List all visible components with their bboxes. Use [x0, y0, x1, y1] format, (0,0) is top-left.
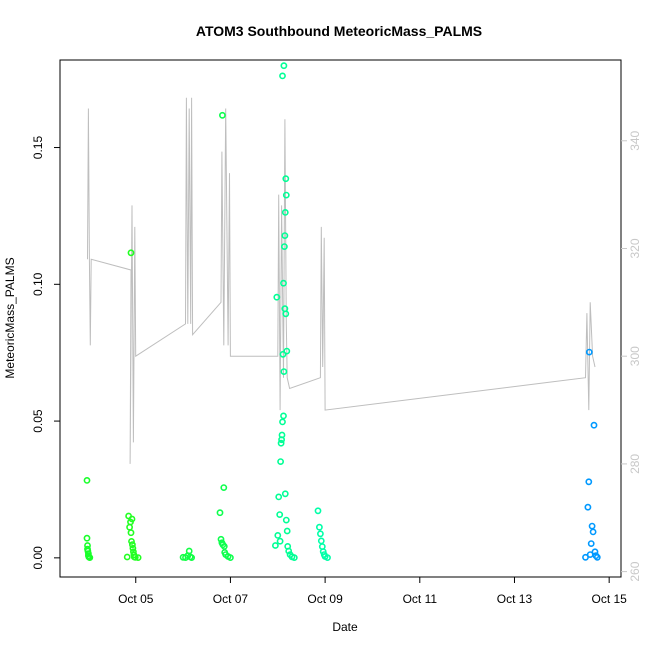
data-point — [582, 553, 589, 561]
y-tick-label: 0.10 — [31, 272, 45, 296]
x-tick-label: Oct 13 — [497, 592, 533, 606]
x-axis-label: Date — [332, 620, 358, 634]
data-point — [590, 421, 598, 429]
data-point — [281, 490, 289, 498]
data-point — [83, 534, 91, 542]
data-point — [226, 554, 234, 561]
data-point — [271, 542, 279, 549]
data-point — [218, 111, 226, 119]
data-point — [280, 243, 288, 250]
data-point — [316, 530, 324, 538]
data-point — [282, 191, 290, 199]
data-point — [324, 554, 331, 561]
data-point — [279, 72, 286, 80]
secondary-y-tick-label: 260 — [628, 561, 642, 581]
data-point — [584, 503, 592, 511]
secondary-y-tick-label: 280 — [628, 454, 642, 474]
data-point — [128, 515, 136, 523]
data-point — [127, 249, 135, 257]
data-point — [283, 347, 291, 355]
secondary-trace-line — [87, 97, 596, 464]
data-point — [279, 418, 286, 426]
data-point — [315, 523, 323, 531]
y-tick-label: 0.00 — [31, 546, 45, 570]
data-point — [278, 431, 286, 439]
data-point — [585, 348, 593, 356]
x-tick-label: Oct 15 — [591, 592, 627, 606]
plot-area: Oct 05 Oct 07 Oct 09 Oct 11 Oct 13 Oct 15 0.00… — [31, 59, 642, 606]
x-tick-label: Oct 11 — [403, 592, 438, 606]
data-point — [277, 439, 285, 447]
secondary-y-tick-label: 320 — [628, 238, 642, 258]
data-point — [274, 532, 282, 539]
data-point — [279, 350, 287, 358]
data-point — [131, 553, 139, 561]
data-point — [281, 232, 289, 239]
data-point — [282, 516, 290, 524]
secondary-y-tick-label: 340 — [628, 130, 642, 150]
data-point — [276, 537, 284, 545]
data-point — [314, 507, 322, 515]
data-point — [591, 548, 599, 556]
data-point — [127, 529, 135, 537]
data-point — [282, 175, 290, 183]
data-point — [589, 528, 597, 536]
data-point — [290, 554, 298, 561]
data-point — [285, 547, 293, 555]
data-point — [283, 527, 291, 535]
data-point — [220, 543, 228, 550]
x-tick-label: Oct 07 — [213, 592, 249, 606]
data-point — [188, 554, 195, 561]
secondary-y-tick-label: 300 — [628, 346, 642, 366]
data-point — [220, 484, 228, 491]
data-point — [593, 553, 601, 561]
data-point — [129, 544, 137, 552]
data-point — [128, 538, 135, 545]
x-tick-label: Oct 09 — [307, 592, 343, 606]
data-point — [276, 511, 284, 518]
data-point — [273, 293, 281, 301]
data-point — [275, 493, 283, 501]
chart-title: ATOM3 Southbound MeteoricMass_PALMS — [196, 23, 482, 39]
data-point — [83, 476, 91, 484]
data-point — [587, 540, 595, 547]
data-point — [277, 458, 284, 465]
data-point — [280, 62, 288, 70]
y-tick-label: 0.15 — [31, 136, 45, 160]
data-point — [281, 208, 289, 216]
y-tick-label: 0.05 — [31, 409, 45, 433]
data-point — [280, 412, 287, 420]
x-tick-label: Oct 05 — [118, 592, 154, 606]
data-point — [280, 279, 287, 287]
data-point — [128, 541, 136, 549]
data-point — [282, 310, 290, 318]
data-point — [86, 554, 94, 561]
data-point — [216, 509, 224, 517]
data-point — [123, 553, 131, 561]
data-point — [280, 368, 288, 375]
data-point — [585, 478, 593, 486]
y-axis-label: MeteoricMass_PALMS — [3, 257, 17, 378]
data-point — [134, 554, 142, 561]
